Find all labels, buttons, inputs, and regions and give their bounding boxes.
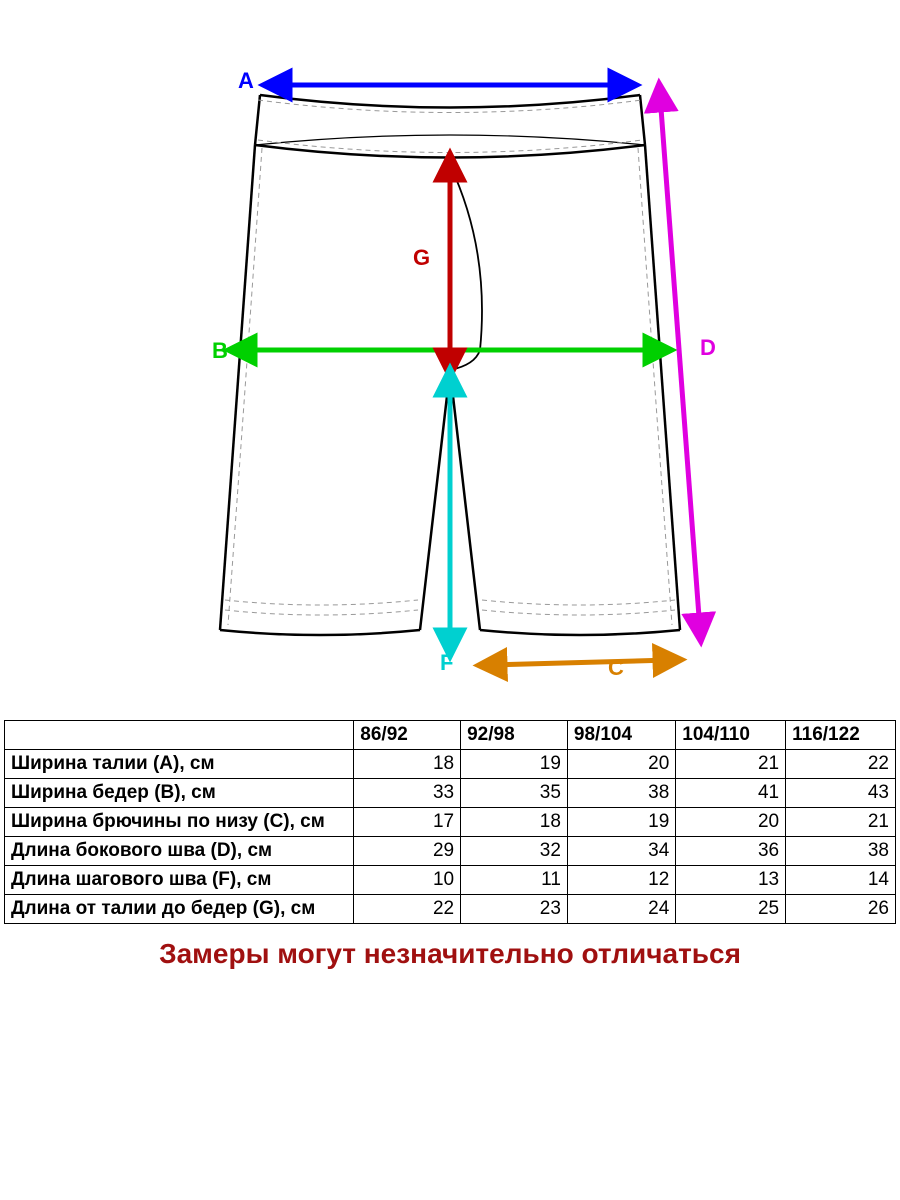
table-cell: 17 bbox=[354, 808, 461, 837]
table-cell: 32 bbox=[461, 837, 568, 866]
shorts-diagram: A B C D F G bbox=[0, 0, 900, 720]
table-cell: 33 bbox=[354, 779, 461, 808]
label-c: C bbox=[608, 655, 624, 681]
row-label: Длина от талии до бедер (G), см bbox=[5, 895, 354, 924]
table-cell: 25 bbox=[676, 895, 786, 924]
table-row: Ширина бедер (В), см3335384143 bbox=[5, 779, 896, 808]
table-cell: 20 bbox=[676, 808, 786, 837]
row-label: Ширина бедер (В), см bbox=[5, 779, 354, 808]
table-row: Длина шагового шва (F), см1011121314 bbox=[5, 866, 896, 895]
table-cell: 36 bbox=[676, 837, 786, 866]
table-row: Длина от талии до бедер (G), см222324252… bbox=[5, 895, 896, 924]
table-cell: 38 bbox=[567, 779, 675, 808]
label-g: G bbox=[413, 245, 430, 271]
table-row: Ширина талии (А), см1819202122 bbox=[5, 750, 896, 779]
table-cell: 12 bbox=[567, 866, 675, 895]
size-header: 86/92 bbox=[354, 721, 461, 750]
table-cell: 19 bbox=[461, 750, 568, 779]
table-cell: 21 bbox=[786, 808, 896, 837]
table-cell: 34 bbox=[567, 837, 675, 866]
table-cell: 14 bbox=[786, 866, 896, 895]
row-label: Длина бокового шва (D), см bbox=[5, 837, 354, 866]
table-cell: 29 bbox=[354, 837, 461, 866]
table-cell: 43 bbox=[786, 779, 896, 808]
size-header: 104/110 bbox=[676, 721, 786, 750]
label-f: F bbox=[440, 650, 453, 676]
arrow-c bbox=[490, 660, 670, 665]
table-cell: 41 bbox=[676, 779, 786, 808]
table-cell: 24 bbox=[567, 895, 675, 924]
arrow-d bbox=[660, 95, 700, 630]
label-a: A bbox=[238, 68, 254, 94]
table-cell: 11 bbox=[461, 866, 568, 895]
row-label: Ширина талии (А), см bbox=[5, 750, 354, 779]
table-cell: 19 bbox=[567, 808, 675, 837]
table-cell: 13 bbox=[676, 866, 786, 895]
table-cell: 38 bbox=[786, 837, 896, 866]
table-cell: 20 bbox=[567, 750, 675, 779]
disclaimer-note: Замеры могут незначительно отличаться bbox=[0, 938, 900, 970]
size-table: 86/92 92/98 98/104 104/110 116/122 Ширин… bbox=[4, 720, 896, 924]
size-header: 98/104 bbox=[567, 721, 675, 750]
size-header: 92/98 bbox=[461, 721, 568, 750]
table-header-row: 86/92 92/98 98/104 104/110 116/122 bbox=[5, 721, 896, 750]
table-cell: 21 bbox=[676, 750, 786, 779]
shorts-svg bbox=[0, 0, 900, 720]
size-header: 116/122 bbox=[786, 721, 896, 750]
label-d: D bbox=[700, 335, 716, 361]
table-row: Длина бокового шва (D), см2932343638 bbox=[5, 837, 896, 866]
table-cell: 22 bbox=[354, 895, 461, 924]
table-cell: 10 bbox=[354, 866, 461, 895]
table-cell: 22 bbox=[786, 750, 896, 779]
row-label: Ширина брючины по низу (С), см bbox=[5, 808, 354, 837]
table-cell: 26 bbox=[786, 895, 896, 924]
row-label: Длина шагового шва (F), см bbox=[5, 866, 354, 895]
table-row: Ширина брючины по низу (С), см1718192021 bbox=[5, 808, 896, 837]
table-cell: 18 bbox=[461, 808, 568, 837]
table-corner bbox=[5, 721, 354, 750]
table-cell: 23 bbox=[461, 895, 568, 924]
table-cell: 18 bbox=[354, 750, 461, 779]
table-cell: 35 bbox=[461, 779, 568, 808]
label-b: B bbox=[212, 338, 228, 364]
